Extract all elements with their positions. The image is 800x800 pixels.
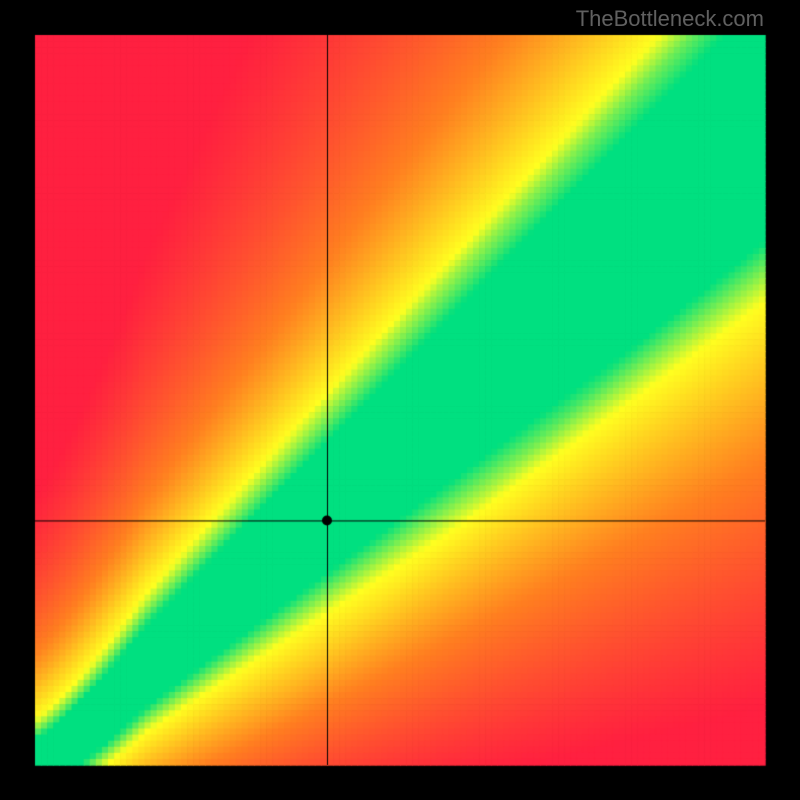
chart-container: TheBottleneck.com <box>0 0 800 800</box>
watermark-text: TheBottleneck.com <box>576 6 764 32</box>
bottleneck-heatmap <box>0 0 800 800</box>
